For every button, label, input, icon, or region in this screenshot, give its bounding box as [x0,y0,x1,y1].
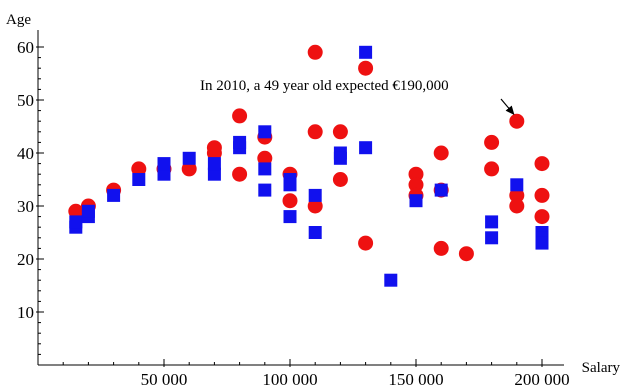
scatter-point-circle [408,177,424,193]
y-axis-label: Age [6,12,31,28]
scatter-point-square [434,183,448,197]
annotation-text: In 2010, a 49 year old expected €190,000 [200,78,449,94]
annotation-arrow [500,98,515,115]
scatter-point-square [283,178,297,192]
scatter-point-circle [358,235,374,251]
scatter-point-circle [332,172,348,187]
x-axis-label: Salary [582,360,621,376]
scatter-point-circle [509,187,525,203]
scatter-point-circle [534,209,550,225]
scatter-point-square [283,210,297,224]
x-tick-label: 150 000 [388,370,443,388]
scatter-point-circle [282,193,298,209]
scatter-point-circle [332,124,348,140]
data-points [68,44,550,287]
scatter-point-square [333,151,347,165]
y-tick-label: 50 [17,91,34,110]
scatter-point-square [258,183,272,197]
scatter-point-square [182,151,196,165]
y-tick-label: 40 [17,144,34,163]
scatter-point-circle [181,161,197,177]
scatter-point-square [132,173,146,186]
scatter-point-square [69,215,83,229]
scatter-point-square [485,215,499,229]
scatter-point-square [535,236,549,250]
scatter-point-circle [358,60,374,76]
x-tick-label: 50 000 [141,370,188,388]
scatter-point-square [81,204,95,218]
scatter-point-square [157,157,171,171]
x-tick-label: 200 000 [514,370,569,388]
scatter-point-square [207,157,221,171]
y-tick-label: 30 [17,197,34,216]
scatter-point-circle [433,145,449,161]
y-tick-label: 60 [17,38,34,57]
scatter-point-square [107,188,121,202]
scatter-point-square [308,226,322,239]
scatter-point-square [485,231,499,245]
scatter-point-square [157,167,171,181]
scatter-point-circle [433,240,449,256]
scatter-point-square [233,135,247,149]
scatter-point-circle [131,161,147,177]
scatter-point-circle [307,124,323,140]
scatter-point-circle [68,203,84,219]
scatter-point-square [258,125,272,139]
scatter-point-circle [458,246,474,262]
scatter-point-square [359,45,373,59]
y-tick-label: 10 [17,303,34,322]
scatter-point-circle [484,161,500,177]
scatter-point-square [510,178,524,192]
scatter-point-square [359,141,373,155]
scatter-point-circle [232,166,248,182]
scatter-point-circle [307,198,323,214]
y-tick-label: 20 [17,250,34,269]
scatter-point-square [258,162,272,176]
scatter-point-circle [534,187,550,203]
x-tick-label: 100 000 [262,370,317,388]
scatter-point-circle [534,156,550,172]
axes: 50 000 100 000 150 000 200 000 10 20 30 40 50 60 A… [6,12,620,388]
scatter-point-square [308,188,322,202]
scatter-point-circle [257,150,273,166]
scatter-point-square [409,194,423,208]
scatter-point-circle [232,108,248,124]
annotation: In 2010, a 49 year old expected €190,000 [200,78,515,115]
scatter-point-circle [307,44,323,60]
scatter-point-square [207,167,221,181]
scatter-point-circle [408,166,424,182]
scatter-point-circle [484,134,500,150]
scatter-point-circle [509,198,525,214]
scatter-point-square [384,273,398,287]
scatter-point-circle [509,113,525,129]
scatter-point-circle [206,140,222,156]
